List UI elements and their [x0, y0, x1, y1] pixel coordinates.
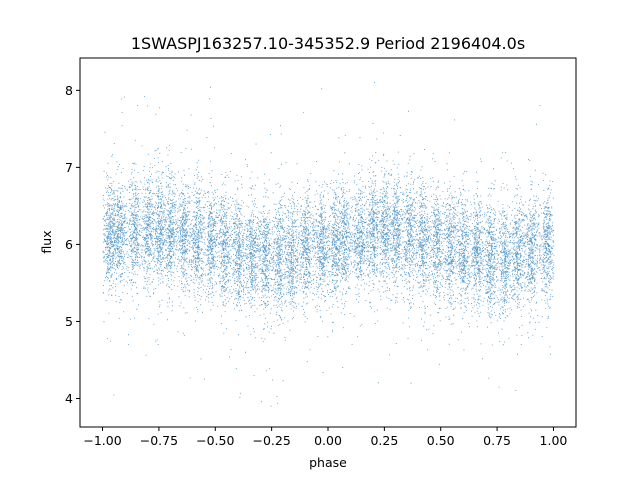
x-tick-label: 0.25	[370, 433, 398, 448]
x-tick-label: −0.75	[140, 433, 178, 448]
x-tick-label: 0.00	[314, 433, 342, 448]
x-tick-label: 0.50	[427, 433, 455, 448]
y-axis: 4 5 6 7 8	[65, 83, 80, 406]
y-tick-label: 5	[65, 314, 73, 329]
x-tick-label: 1.00	[540, 433, 568, 448]
plot-frame	[79, 57, 577, 428]
x-tick-label: 0.75	[483, 433, 511, 448]
y-tick-label: 6	[65, 237, 73, 252]
y-axis-label: flux	[39, 230, 54, 253]
y-tick-label: 8	[65, 83, 73, 98]
x-axis-label: phase	[309, 455, 347, 470]
data-points	[102, 82, 555, 407]
y-tick-label: 4	[65, 391, 73, 406]
x-tick-label: −1.00	[83, 433, 121, 448]
scatter-points	[102, 82, 555, 407]
x-axis: −1.00 −0.75 −0.50 −0.25 0.00 0.25 0.50 0.75 1.00	[83, 427, 567, 448]
x-tick-label: −0.50	[196, 433, 234, 448]
chart-title: 1SWASPJ163257.10-345352.9 Period 2196404…	[131, 34, 525, 53]
y-tick-label: 7	[65, 160, 73, 175]
x-tick-label: −0.25	[252, 433, 290, 448]
